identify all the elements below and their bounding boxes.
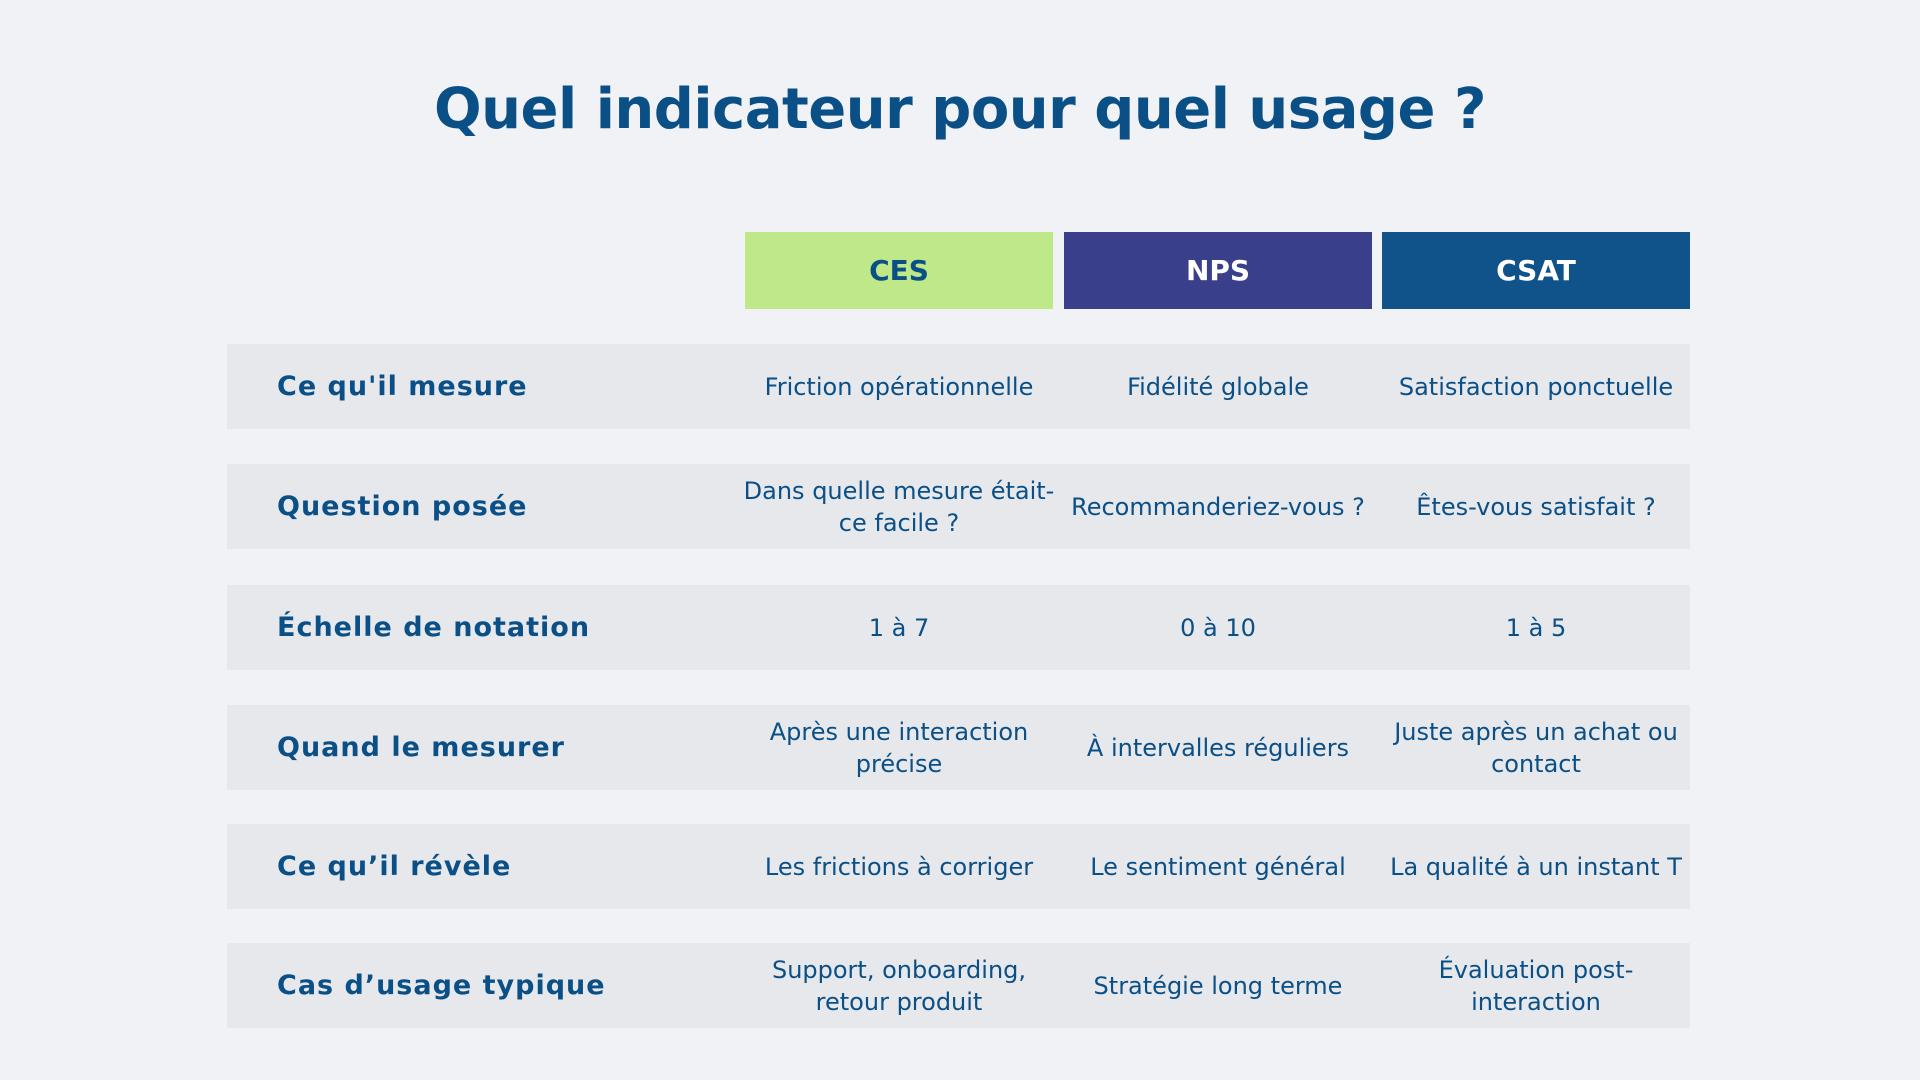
table-cell-csat: Êtes-vous satisfait ? (1416, 492, 1656, 521)
page-title: Quel indicateur pour quel usage ? (434, 77, 1486, 142)
column-header-csat: CSAT (1382, 232, 1690, 309)
table-cell-csat: 1 à 5 (1505, 613, 1567, 642)
table-cell-ces: Friction opérationnelle (764, 372, 1034, 401)
column-header-nps: NPS (1064, 232, 1372, 309)
table-cell-ces: 1 à 7 (868, 613, 930, 642)
table-cell-nps: Fidélité globale (1127, 372, 1309, 401)
table-cell-nps: 0 à 10 (1180, 613, 1256, 642)
row-label: Échelle de notation (277, 612, 591, 643)
table-cell-csat: La qualité à un instant T (1390, 852, 1682, 881)
table-cell-ces: Support, onboarding, retour produit (771, 955, 1027, 1016)
table-cell-nps: Recommanderiez-vous ? (1071, 492, 1365, 521)
row-label: Quand le mesurer (277, 732, 565, 763)
row-label: Ce qu’il révèle (277, 851, 512, 882)
table-cell-csat: Évaluation post-interaction (1438, 955, 1634, 1016)
table-cell-ces: Après une interaction précise (769, 717, 1029, 778)
table-cell-ces: Les frictions à corriger (764, 852, 1034, 881)
table-row (227, 344, 1690, 429)
column-header-ces: CES (745, 232, 1053, 309)
table-row (227, 705, 1690, 790)
table-cell-nps: Le sentiment général (1090, 852, 1346, 881)
table-cell-csat: Juste après un achat ou contact (1394, 717, 1678, 778)
table-cell-nps: À intervalles réguliers (1086, 733, 1350, 762)
table-row (227, 585, 1690, 670)
table-cell-nps: Stratégie long terme (1093, 971, 1343, 1000)
table-cell-ces: Dans quelle mesure était-ce facile ? (743, 476, 1055, 537)
table-row (227, 824, 1690, 909)
table-row (227, 943, 1690, 1028)
table-row (227, 464, 1690, 549)
row-label: Ce qu'il mesure (277, 371, 528, 402)
table-cell-csat: Satisfaction ponctuelle (1398, 372, 1674, 401)
row-label: Cas d’usage typique (277, 970, 606, 1001)
row-label: Question posée (277, 491, 528, 522)
